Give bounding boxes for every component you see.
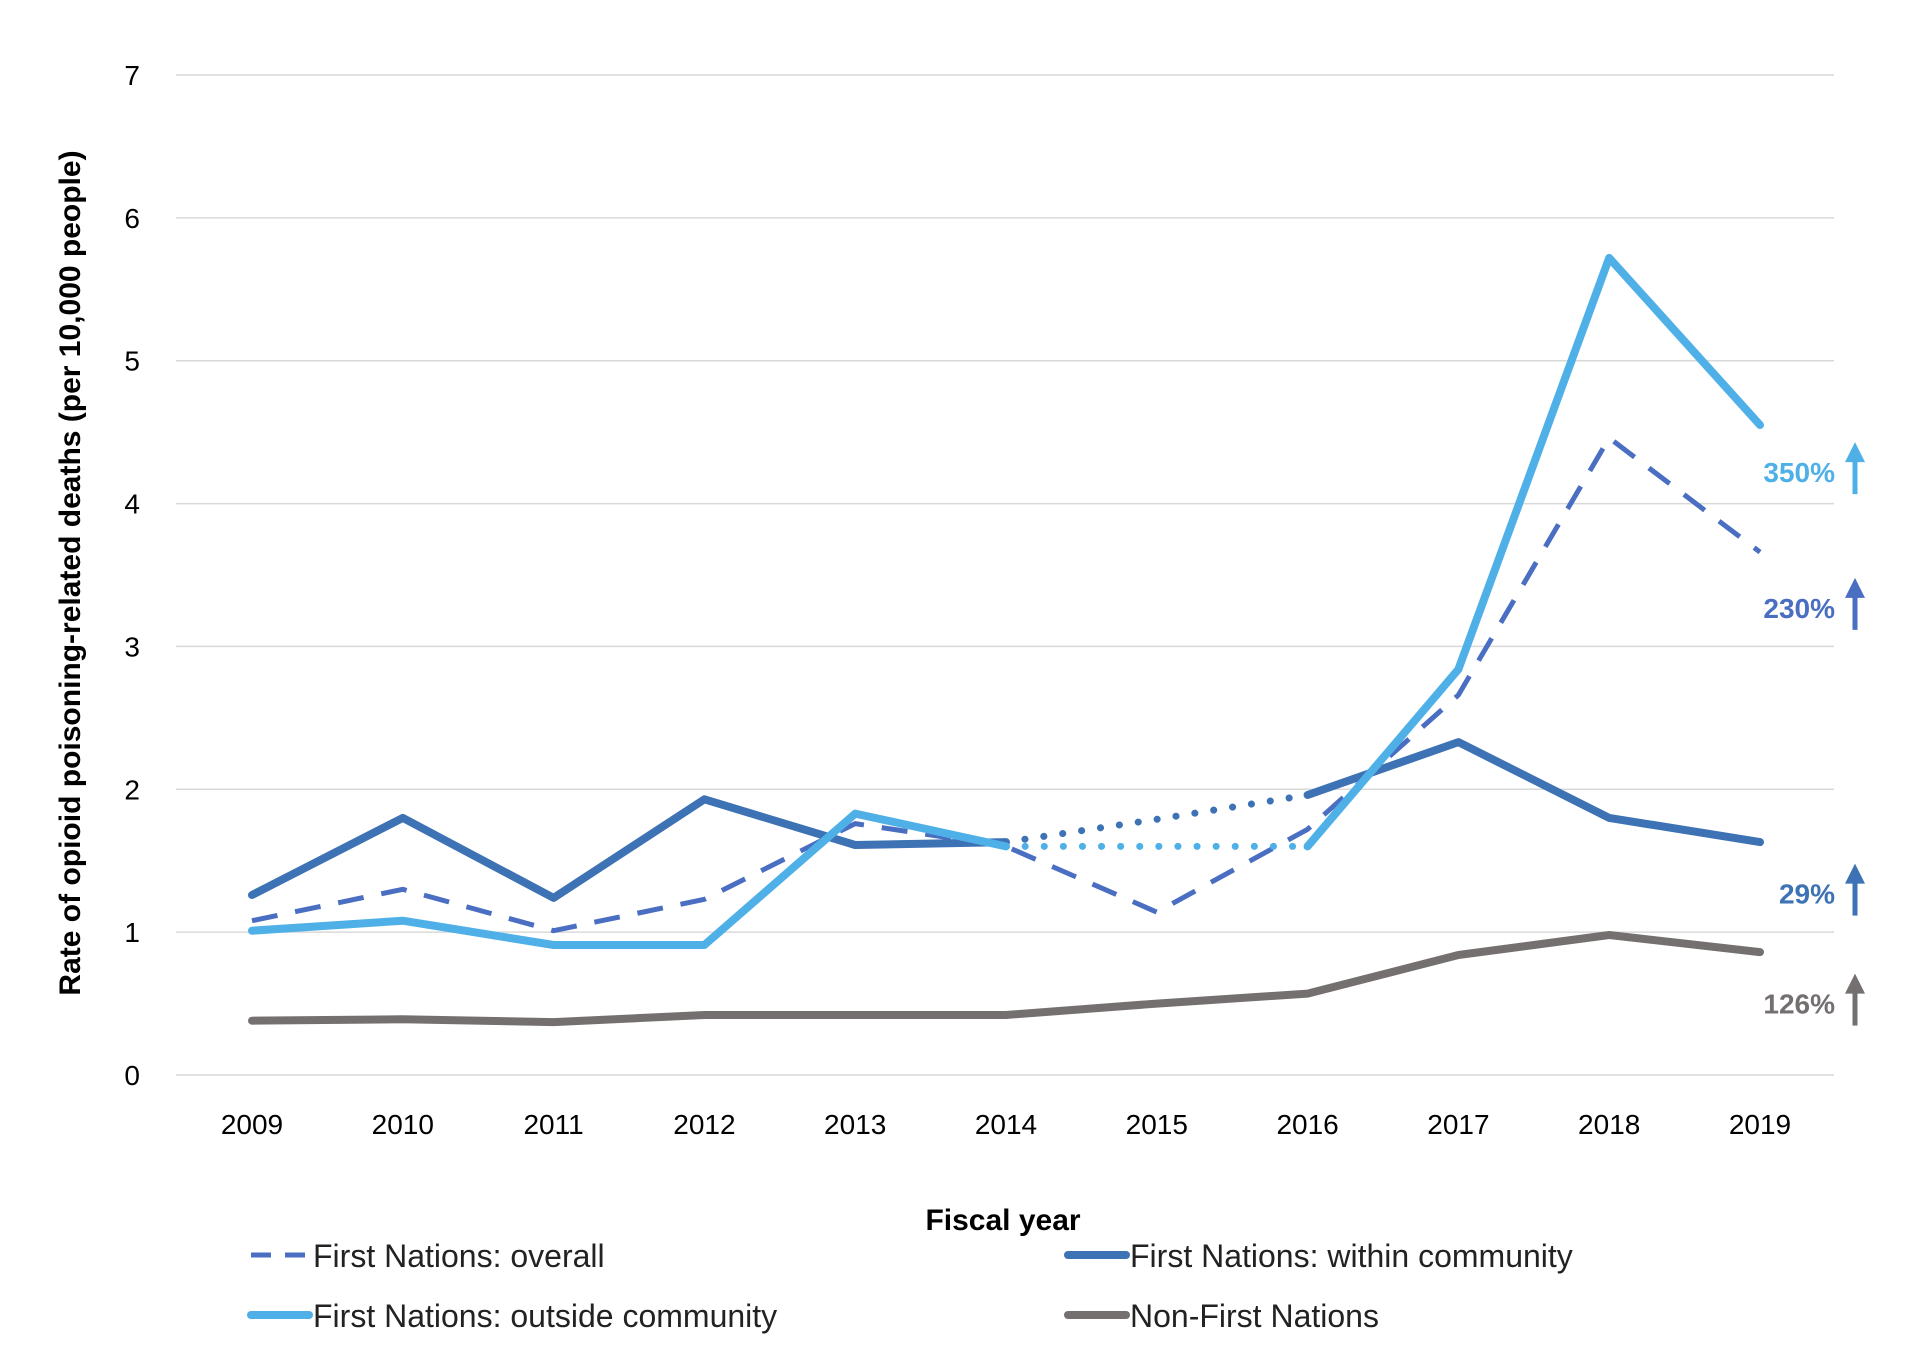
series-line-segment	[248, 795, 1010, 902]
x-tick-label: 2018	[1578, 1109, 1640, 1140]
x-tick-label: 2014	[975, 1109, 1037, 1140]
x-tick-label: 2011	[523, 1109, 583, 1140]
up-arrow-head-icon	[1845, 577, 1865, 598]
y-tick-label: 0	[124, 1060, 140, 1091]
annotation-label: 230%	[1763, 593, 1835, 624]
legend-item-first-nations-outside-community: First Nations: outside community	[247, 1298, 777, 1334]
annotation-label: 350%	[1763, 457, 1835, 488]
x-tick-label: 2019	[1729, 1109, 1791, 1140]
series-line-segment	[1303, 738, 1764, 847]
legend-item-first-nations-overall: First Nations: overall	[251, 1238, 605, 1274]
up-arrow-head-icon	[1845, 442, 1865, 463]
x-tick-label: 2015	[1126, 1109, 1188, 1140]
x-axis-tick-labels: 2009 2010 2011 2012 2013 2014 2015 2016 2017 2018…	[221, 1109, 1791, 1140]
series-lines	[248, 253, 1764, 1027]
annotation-350-percent: 350%	[1763, 442, 1865, 495]
percent-change-annotations: 350% 230% 29% 126%	[1763, 442, 1865, 1026]
series-line	[251, 435, 1762, 934]
series-first-nations-outside-community	[248, 253, 1764, 949]
y-tick-label: 4	[124, 489, 140, 520]
legend-item-first-nations-within-community: First Nations: within community	[1064, 1238, 1573, 1274]
x-axis-title: Fiscal year	[925, 1204, 1080, 1237]
series-first-nations-overall	[251, 435, 1762, 934]
y-tick-label: 1	[124, 917, 140, 948]
up-arrow-head-icon	[1845, 973, 1865, 994]
y-tick-label: 5	[124, 346, 140, 377]
y-tick-label: 6	[124, 203, 140, 234]
up-arrow-head-icon	[1845, 863, 1865, 884]
legend-label: First Nations: outside community	[313, 1298, 777, 1334]
y-tick-label: 2	[124, 774, 140, 805]
x-tick-label: 2012	[673, 1109, 735, 1140]
y-axis-tick-labels: 0 1 2 3 4 5 6 7	[124, 60, 140, 1091]
legend-item-non-first-nations: Non-First Nations	[1064, 1298, 1379, 1334]
y-tick-label: 3	[124, 631, 140, 662]
series-line	[248, 931, 1764, 1027]
annotation-29-percent: 29%	[1779, 863, 1865, 916]
x-tick-label: 2017	[1427, 1109, 1489, 1140]
x-tick-label: 2010	[372, 1109, 434, 1140]
x-tick-label: 2009	[221, 1109, 283, 1140]
annotation-label: 126%	[1763, 989, 1835, 1020]
legend-label: First Nations: within community	[1130, 1238, 1573, 1274]
legend-label: First Nations: overall	[313, 1238, 605, 1274]
series-line-dotted-segment	[1002, 791, 1312, 846]
annotation-230-percent: 230%	[1763, 577, 1865, 630]
y-tick-label: 7	[124, 60, 140, 91]
y-axis-title: Rate of opioid poisoning-related deaths …	[54, 150, 87, 995]
legend-label: Non-First Nations	[1130, 1298, 1379, 1334]
series-line-segment	[1303, 253, 1764, 851]
annotation-126-percent: 126%	[1763, 973, 1865, 1026]
x-tick-label: 2016	[1276, 1109, 1338, 1140]
chart-legend: First Nations: overall First Nations: wit…	[247, 1238, 1573, 1334]
series-line-segment	[248, 809, 1010, 949]
x-tick-label: 2013	[824, 1109, 886, 1140]
series-non-first-nations	[248, 931, 1764, 1027]
series-first-nations-within-community	[248, 738, 1764, 902]
annotation-label: 29%	[1779, 879, 1835, 910]
